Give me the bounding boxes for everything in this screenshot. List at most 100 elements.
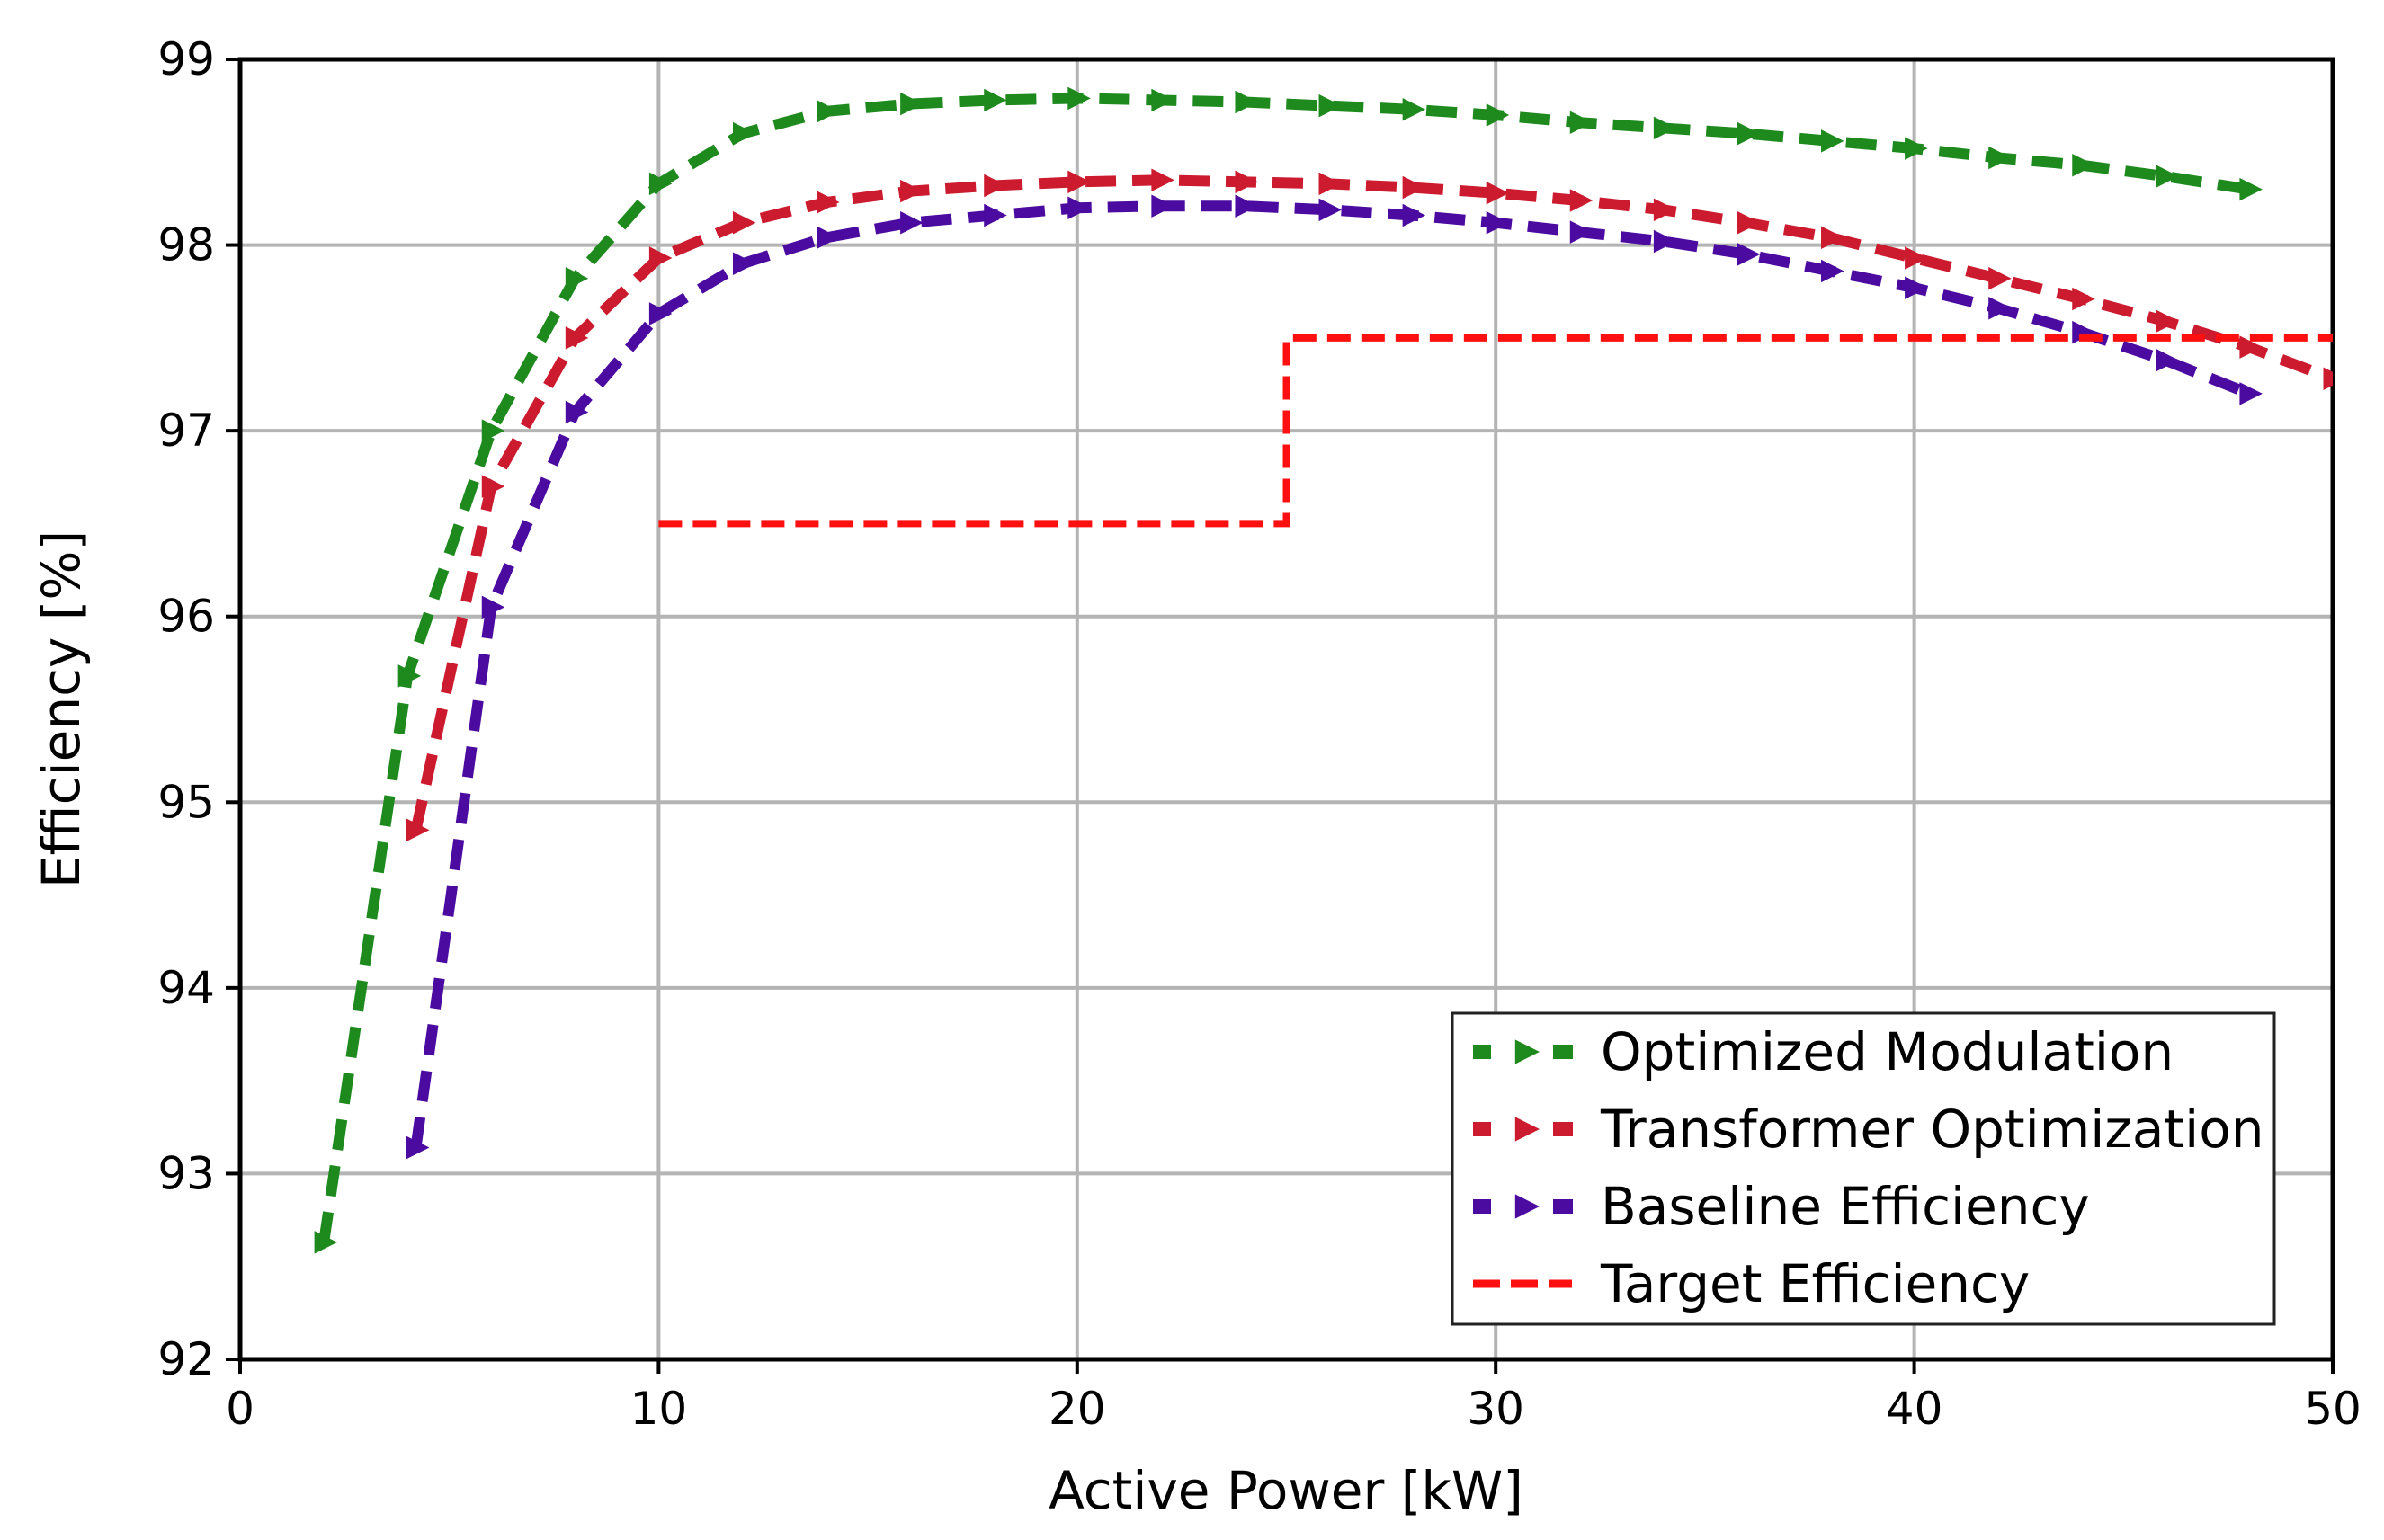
legend-entry: Target Efficiency [1473, 1253, 2030, 1314]
data-point [1988, 146, 2012, 170]
x-tick-label: 20 [1049, 1383, 1106, 1435]
data-point [2072, 287, 2095, 311]
data-point [1067, 170, 1091, 194]
series-optimized-modulation [314, 86, 2263, 1254]
y-tick-label: 95 [157, 776, 215, 828]
data-point [1151, 88, 1174, 112]
data-point [900, 92, 924, 116]
x-tick-labels: 0 10 20 30 40 50 [226, 1359, 2362, 1435]
data-point [2072, 320, 2095, 344]
y-tick-label: 98 [157, 219, 215, 272]
data-point [732, 121, 756, 146]
series-layer [314, 86, 2333, 1254]
legend-label: Transformer Optimization [1600, 1099, 2264, 1160]
data-point [1821, 129, 1844, 153]
data-point [1486, 181, 1510, 205]
data-point [481, 475, 505, 498]
legend-entries: Optimized Modulation Transformer Optimiza… [1473, 1021, 2264, 1314]
data-point [1737, 211, 1761, 235]
data-point [2239, 335, 2263, 359]
data-point [1569, 189, 1594, 212]
data-point [1402, 98, 1426, 121]
data-point [481, 595, 505, 619]
y-tick-label: 97 [157, 405, 215, 457]
y-axis-label: Efficiency [%] [31, 530, 92, 888]
grid [240, 59, 2333, 1359]
data-point [1653, 116, 1677, 140]
plot-frame [237, 57, 2335, 1362]
data-point [314, 1231, 338, 1254]
data-point [1905, 137, 1928, 160]
data-point [1318, 93, 1343, 118]
legend-swatch [1553, 1199, 1573, 1214]
x-tick-label: 10 [630, 1383, 688, 1435]
data-point [2323, 367, 2333, 391]
data-point [1653, 198, 1677, 222]
data-point [1402, 203, 1426, 227]
data-point [1821, 259, 1844, 283]
legend-swatch [1553, 1045, 1573, 1059]
x-tick-label: 30 [1467, 1383, 1524, 1435]
data-point [1905, 246, 1928, 270]
series-line [658, 334, 2333, 528]
legend-label: Optimized Modulation [1601, 1021, 2174, 1082]
data-point [1067, 196, 1091, 220]
series-line [410, 200, 2252, 1149]
data-point [1235, 170, 1258, 194]
data-point [1569, 220, 1594, 244]
data-point [984, 174, 1007, 198]
x-tick-label: 40 [1886, 1383, 1943, 1435]
legend-marker [1514, 1117, 1540, 1142]
data-point [1821, 226, 1844, 250]
data-point [817, 226, 840, 250]
data-point [1653, 229, 1677, 254]
data-point [565, 267, 589, 290]
data-point [1569, 111, 1594, 134]
data-point [406, 818, 430, 842]
x-tick-label: 0 [226, 1383, 254, 1435]
legend-swatch [1473, 1045, 1491, 1059]
data-point [406, 1135, 430, 1160]
data-point [900, 179, 924, 203]
data-point [565, 326, 589, 350]
data-point [1988, 297, 2012, 320]
data-point [2156, 309, 2179, 334]
data-point [1235, 90, 1258, 114]
legend-marker [1514, 1194, 1540, 1219]
data-point [565, 400, 589, 424]
data-point [481, 419, 505, 442]
legend-marker [1514, 1039, 1540, 1064]
data-point [817, 100, 840, 123]
series-target-efficiency [658, 334, 2333, 528]
data-point [1067, 86, 1091, 111]
legend-entry: Baseline Efficiency [1473, 1176, 2090, 1237]
y-tick-label: 92 [157, 1333, 215, 1385]
data-point [1318, 198, 1343, 222]
data-point [648, 172, 673, 196]
data-point [2072, 153, 2095, 177]
data-point [1905, 276, 1928, 299]
data-point [397, 664, 422, 688]
legend-swatch [1553, 1122, 1573, 1136]
y-tick-label: 93 [157, 1147, 215, 1199]
data-point [1151, 168, 1174, 192]
legend-label: Target Efficiency [1600, 1253, 2030, 1314]
data-point [1737, 243, 1761, 266]
legend-entry: Transformer Optimization [1473, 1099, 2264, 1160]
data-point [2156, 348, 2179, 372]
y-tick-label: 94 [157, 962, 215, 1014]
legend-box [1451, 1011, 2276, 1326]
data-point [900, 211, 924, 235]
data-point [2239, 177, 2263, 201]
series-line [410, 174, 2333, 832]
data-point [2156, 165, 2179, 188]
series-baseline-efficiency [406, 194, 2263, 1160]
data-point [1402, 175, 1426, 200]
data-point [2239, 382, 2263, 405]
data-point [1737, 121, 1761, 146]
series-transformer-optimization [406, 168, 2333, 842]
y-tick-label: 96 [157, 591, 215, 643]
y-tick-labels: 92 93 94 95 96 97 98 99 [157, 33, 240, 1385]
legend-label: Baseline Efficiency [1601, 1176, 2090, 1237]
